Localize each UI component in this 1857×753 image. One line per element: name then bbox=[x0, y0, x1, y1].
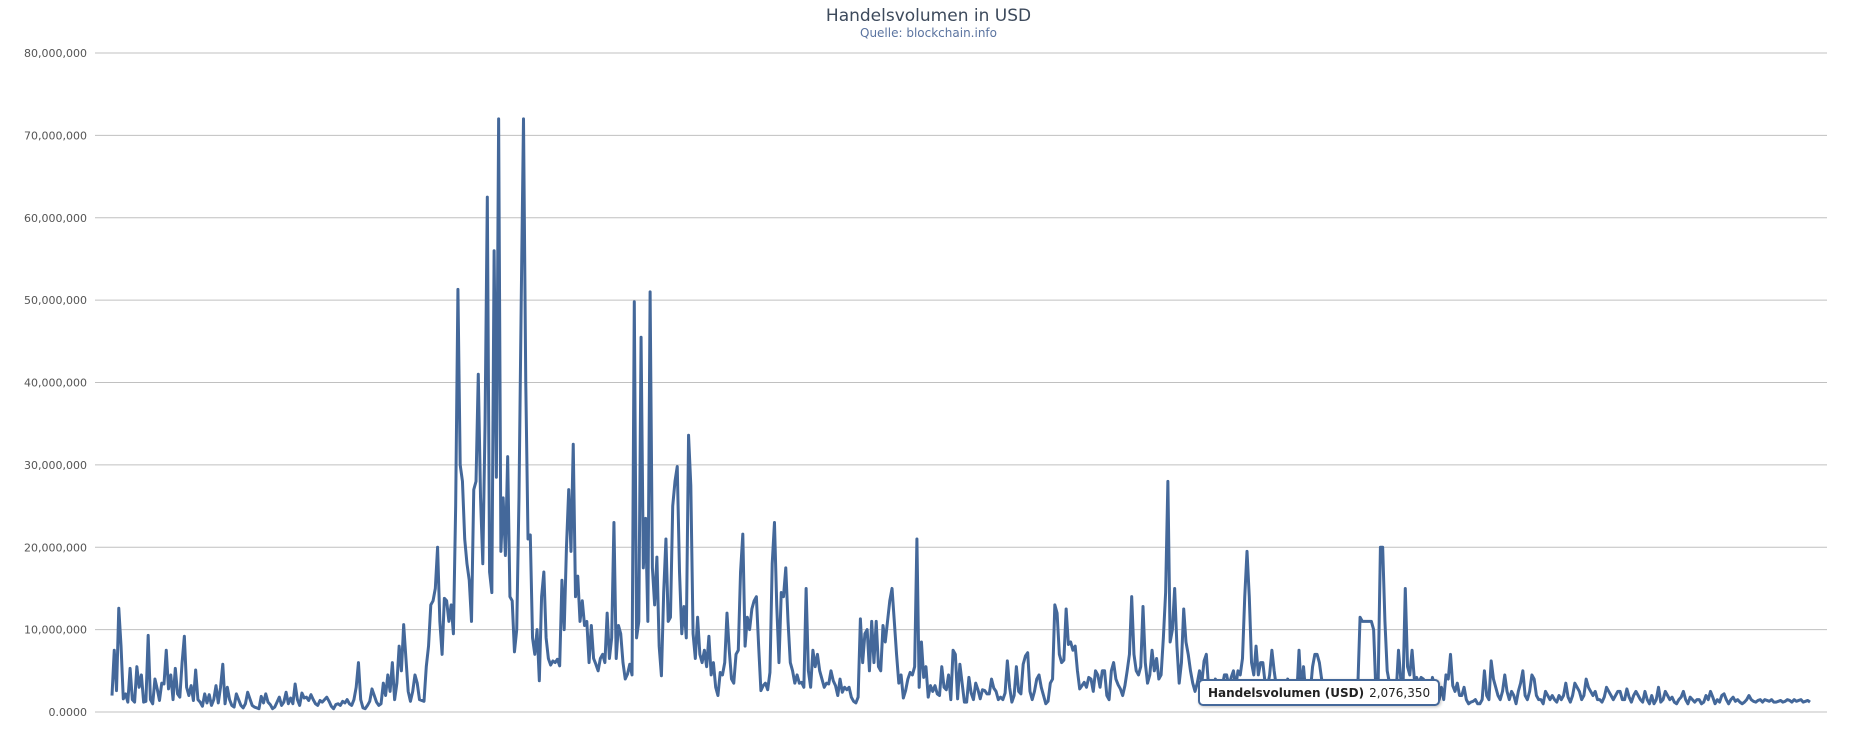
chart-subtitle[interactable]: Quelle: blockchain.info bbox=[860, 26, 997, 40]
series-line[interactable] bbox=[110, 117, 1811, 711]
y-tick-label: 20,000,000 bbox=[24, 541, 87, 554]
tooltip-value: 2,076,350 bbox=[1369, 685, 1431, 700]
y-tick: 30,000,000 bbox=[24, 459, 87, 472]
y-tick-label: 10,000,000 bbox=[24, 624, 87, 637]
y-tick-label: 30,000,000 bbox=[24, 459, 87, 472]
y-tick: 0.0000 bbox=[49, 706, 88, 719]
y-tick: 20,000,000 bbox=[24, 541, 87, 554]
y-tick: 50,000,000 bbox=[24, 294, 87, 307]
y-tick: 10,000,000 bbox=[24, 624, 87, 637]
y-tick-label: 50,000,000 bbox=[24, 294, 87, 307]
y-tick: 80,000,000 bbox=[24, 47, 87, 60]
y-tick-label: 60,000,000 bbox=[24, 212, 87, 225]
y-tick: 70,000,000 bbox=[24, 129, 87, 142]
gridlines bbox=[95, 52, 1827, 713]
tooltip-series-name: Handelsvolumen (USD) bbox=[1208, 685, 1365, 700]
y-tick: 40,000,000 bbox=[24, 377, 87, 390]
y-axis: 0.0000 10,000,000 20,000,000 30,000,000 40,0… bbox=[24, 47, 87, 719]
chart-title: Handelsvolumen in USD bbox=[825, 6, 1032, 26]
y-tick-label: 80,000,000 bbox=[24, 47, 87, 60]
y-tick: 60,000,000 bbox=[24, 212, 87, 225]
y-tick-label: 0.0000 bbox=[49, 706, 88, 719]
y-tick-label: 70,000,000 bbox=[24, 129, 87, 142]
y-tick-label: 40,000,000 bbox=[24, 377, 87, 390]
tooltip: Handelsvolumen (USD) 2,076,350 bbox=[1198, 679, 1441, 706]
